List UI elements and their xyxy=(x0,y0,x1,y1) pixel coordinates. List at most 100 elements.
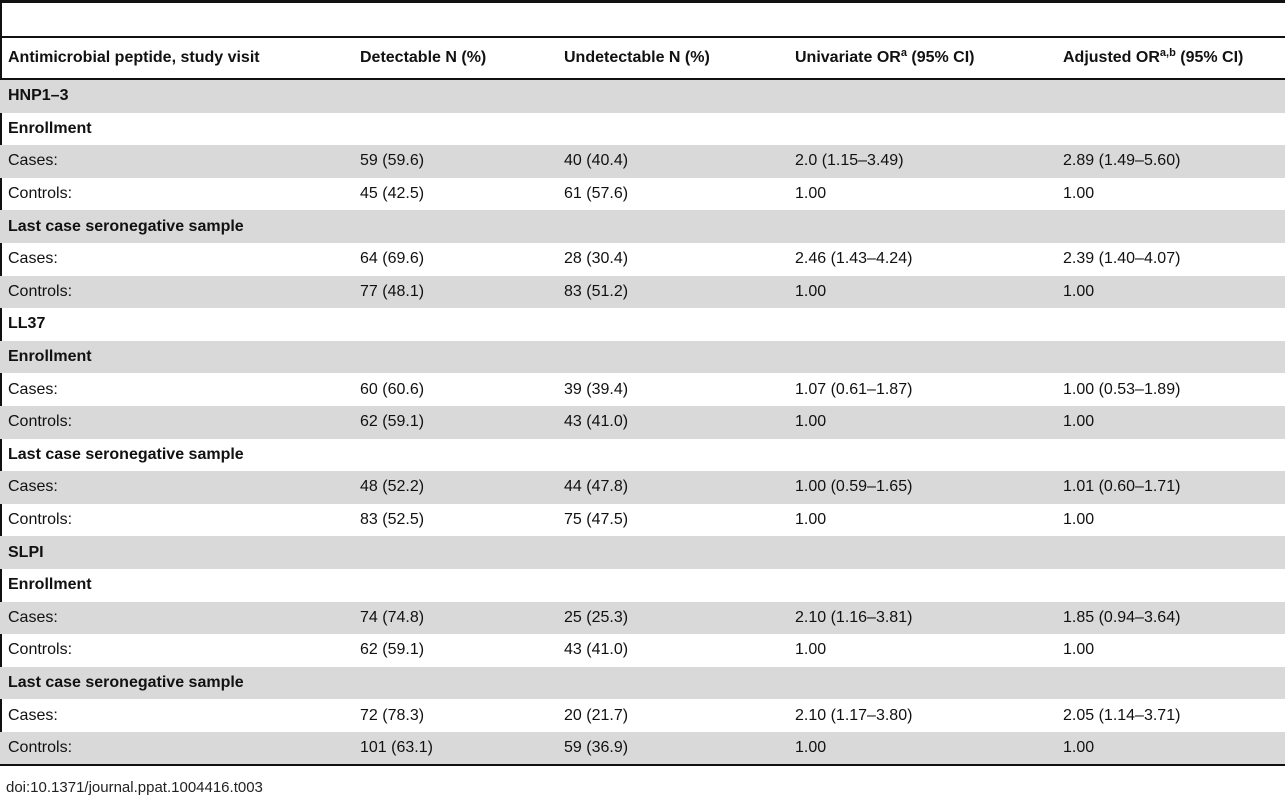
peptide-group-row: HNP1–3 xyxy=(0,79,1285,113)
table-row: Cases: 60 (60.6) 39 (39.4) 1.07 (0.61–1.87)… xyxy=(0,373,1285,406)
detectable-cell: 59 (59.6) xyxy=(352,145,556,178)
detectable-cell xyxy=(352,308,556,341)
peptide-visit-cell: HNP1–3 xyxy=(0,79,352,113)
table-row: Cases: 48 (52.2) 44 (47.8) 1.00 (0.59–1.65)… xyxy=(0,471,1285,504)
peptide-visit-cell: Cases: xyxy=(8,380,58,398)
univariate-or-cell xyxy=(787,340,1055,374)
header-detectable: Detectable N (%) xyxy=(352,38,556,80)
peptide-visit-cell: Controls: xyxy=(0,275,352,309)
bottom-rule xyxy=(0,764,1285,766)
undetectable-cell: 20 (21.7) xyxy=(564,706,629,724)
detectable-cell: 83 (52.5) xyxy=(360,511,425,529)
univariate-or-cell: 2.10 (1.17–3.80) xyxy=(795,706,913,724)
peptide-visit-cell: Enrollment xyxy=(8,119,92,137)
visit-subgroup-row: Last case seronegative sample xyxy=(0,439,1285,472)
undetectable-cell: 25 (25.3) xyxy=(556,601,787,635)
adjusted-or-cell: 2.39 (1.40–4.07) xyxy=(1063,250,1181,268)
peptide-visit-cell: Cases: xyxy=(0,145,352,178)
peptide-group-row: SLPI xyxy=(0,536,1285,569)
peptide-visit-cell: Last case seronegative sample xyxy=(8,445,244,463)
visit-subgroup-row: Enrollment xyxy=(0,569,1285,602)
adjusted-or-cell: 1.00 xyxy=(1055,275,1285,309)
undetectable-cell: 39 (39.4) xyxy=(564,380,629,398)
univariate-or-cell xyxy=(787,439,1055,472)
visit-subgroup-row: Last case seronegative sample xyxy=(0,210,1285,243)
univariate-or-cell: 1.00 xyxy=(787,731,1055,765)
detectable-cell: 72 (78.3) xyxy=(360,706,425,724)
adjusted-or-cell: 1.01 (0.60–1.71) xyxy=(1055,471,1285,504)
detectable-cell: 74 (74.8) xyxy=(352,601,556,635)
adjusted-or-cell xyxy=(1055,569,1285,602)
adjusted-or-cell: 1.00 xyxy=(1063,511,1095,529)
footnote-marker: a xyxy=(900,47,907,59)
adjusted-or-cell xyxy=(1055,79,1285,113)
undetectable-cell: 61 (57.6) xyxy=(564,185,629,203)
detectable-cell xyxy=(352,113,556,146)
peptide-visit-cell: Controls: xyxy=(8,185,73,203)
peptide-visit-cell: Enrollment xyxy=(0,340,352,374)
left-rule xyxy=(0,0,2,765)
undetectable-cell: 44 (47.8) xyxy=(556,471,787,504)
adjusted-or-cell xyxy=(1055,439,1285,472)
univariate-or-cell: 1.00 xyxy=(787,405,1055,439)
peptide-visit-cell: Cases: xyxy=(8,250,58,268)
detectable-cell xyxy=(352,569,556,602)
top-rule xyxy=(0,0,1285,3)
adjusted-or-cell xyxy=(1055,340,1285,374)
table-row: Cases: 59 (59.6) 40 (40.4) 2.0 (1.15–3.49) 2… xyxy=(0,145,1285,178)
table-row: Controls: 83 (52.5) 75 (47.5) 1.00 1.00 xyxy=(0,504,1285,537)
univariate-or-cell: 1.07 (0.61–1.87) xyxy=(795,380,913,398)
univariate-or-cell xyxy=(787,666,1055,700)
detectable-cell: 64 (69.6) xyxy=(360,250,425,268)
header-undetectable: Undetectable N (%) xyxy=(556,38,787,80)
header-univariate-or: Univariate ORa (95% CI) xyxy=(787,38,1055,80)
undetectable-cell: 59 (36.9) xyxy=(556,731,787,765)
adjusted-or-cell xyxy=(1055,536,1285,569)
detectable-cell xyxy=(352,340,556,374)
detectable-cell: 62 (59.1) xyxy=(352,405,556,439)
table-row: Cases: 72 (78.3) 20 (21.7) 2.10 (1.17–3.80)… xyxy=(0,699,1285,732)
table-row: Controls: 77 (48.1) 83 (51.2) 1.00 1.00 xyxy=(0,275,1285,309)
undetectable-cell xyxy=(556,340,787,374)
detectable-cell xyxy=(352,79,556,113)
peptide-visit-cell: Cases: xyxy=(0,601,352,635)
detectable-cell xyxy=(352,666,556,700)
header-row: Antimicrobial peptide, study visit Detec… xyxy=(0,38,1285,80)
peptide-visit-cell: Cases: xyxy=(8,706,58,724)
undetectable-cell xyxy=(556,536,787,569)
univariate-or-cell xyxy=(787,113,1055,146)
peptide-visit-cell: Controls: xyxy=(8,641,73,659)
peptide-visit-cell: Controls: xyxy=(0,731,352,765)
univariate-or-cell: 1.00 (0.59–1.65) xyxy=(787,471,1055,504)
peptide-group-row: LL37 xyxy=(0,308,1285,341)
undetectable-cell xyxy=(556,113,787,146)
adjusted-or-cell: 2.89 (1.49–5.60) xyxy=(1055,145,1285,178)
univariate-or-cell: 1.00 xyxy=(795,511,827,529)
undetectable-cell xyxy=(556,79,787,113)
undetectable-cell: 75 (47.5) xyxy=(564,511,629,529)
table-row: Controls: 62 (59.1) 43 (41.0) 1.00 1.00 xyxy=(0,405,1285,439)
undetectable-cell xyxy=(556,210,787,243)
univariate-or-cell: 1.00 xyxy=(787,275,1055,309)
adjusted-or-cell: 1.00 xyxy=(1063,185,1095,203)
univariate-or-cell: 2.46 (1.43–4.24) xyxy=(795,250,913,268)
detectable-cell xyxy=(352,439,556,472)
table-row: Controls: 62 (59.1) 43 (41.0) 1.00 1.00 xyxy=(0,634,1285,667)
doi-caption: doi:10.1371/journal.ppat.1004416.t003 xyxy=(6,779,263,796)
detectable-cell: 62 (59.1) xyxy=(360,641,425,659)
adjusted-or-cell: 2.05 (1.14–3.71) xyxy=(1063,706,1181,724)
table-row: Cases: 74 (74.8) 25 (25.3) 2.10 (1.16–3.81)… xyxy=(0,601,1285,635)
undetectable-cell: 28 (30.4) xyxy=(564,250,629,268)
adjusted-or-cell: 1.00 xyxy=(1063,641,1095,659)
univariate-or-cell xyxy=(787,536,1055,569)
adjusted-or-cell xyxy=(1055,113,1285,146)
undetectable-cell: 43 (41.0) xyxy=(556,405,787,439)
table-header: Antimicrobial peptide, study visit Detec… xyxy=(0,38,1285,80)
detectable-cell: 45 (42.5) xyxy=(360,185,425,203)
results-table: Antimicrobial peptide, study visit Detec… xyxy=(0,38,1285,765)
adjusted-or-cell xyxy=(1055,210,1285,243)
undetectable-cell xyxy=(556,439,787,472)
visit-subgroup-row: Last case seronegative sample xyxy=(0,666,1285,700)
undetectable-cell: 83 (51.2) xyxy=(556,275,787,309)
